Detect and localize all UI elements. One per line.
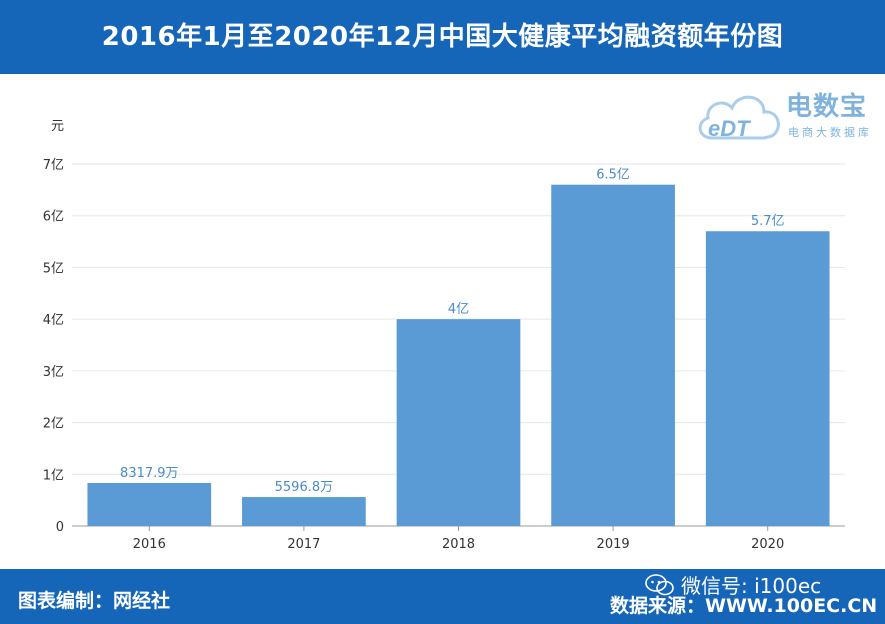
y-tick-label: 4亿 <box>43 313 64 328</box>
x-tick-label: 2016 <box>133 537 166 552</box>
wechat-id: 微信号: i100ec <box>681 574 821 598</box>
bar <box>397 319 521 526</box>
wechat-icon <box>645 574 675 596</box>
x-tick-label: 2019 <box>597 537 630 552</box>
wechat-watermark: 微信号: i100ec <box>681 570 821 599</box>
y-tick-label: 3亿 <box>43 365 64 380</box>
bar <box>87 483 211 526</box>
y-axis-label: 元 <box>51 119 64 134</box>
bar-chart: 0 1亿 2亿 3亿 4亿 5亿 6亿 7亿 元 8317.9万 2016 5596.8万 2017 4亿… <box>0 74 885 569</box>
x-tick-label: 2018 <box>442 537 475 552</box>
bar <box>551 185 675 526</box>
page-title: 2016年1月至2020年12月中国大健康平均融资额年份图 <box>102 22 784 52</box>
y-tick-label: 1亿 <box>43 468 64 483</box>
y-tick-label: 2亿 <box>43 417 64 432</box>
chart-credit: 图表编制：网经社 <box>18 586 170 613</box>
footer-bar: 图表编制：网经社 数据来源：WWW.100EC.CN 微信号: i100ec <box>0 569 885 624</box>
data-label: 5596.8万 <box>275 480 334 495</box>
x-tick-label: 2020 <box>751 537 784 552</box>
y-tick-label: 0 <box>56 520 64 535</box>
y-tick-label: 5亿 <box>43 261 64 276</box>
data-label: 8317.9万 <box>120 466 179 481</box>
data-label: 6.5亿 <box>596 168 630 183</box>
y-tick-label: 7亿 <box>43 158 64 173</box>
data-label: 5.7亿 <box>751 214 785 229</box>
y-tick-label: 6亿 <box>43 210 64 225</box>
data-label: 4亿 <box>448 302 469 317</box>
x-tick-label: 2017 <box>287 537 320 552</box>
chart-title-banner: 2016年1月至2020年12月中国大健康平均融资额年份图 <box>0 0 885 74</box>
bar <box>706 231 830 526</box>
bar <box>242 497 366 526</box>
